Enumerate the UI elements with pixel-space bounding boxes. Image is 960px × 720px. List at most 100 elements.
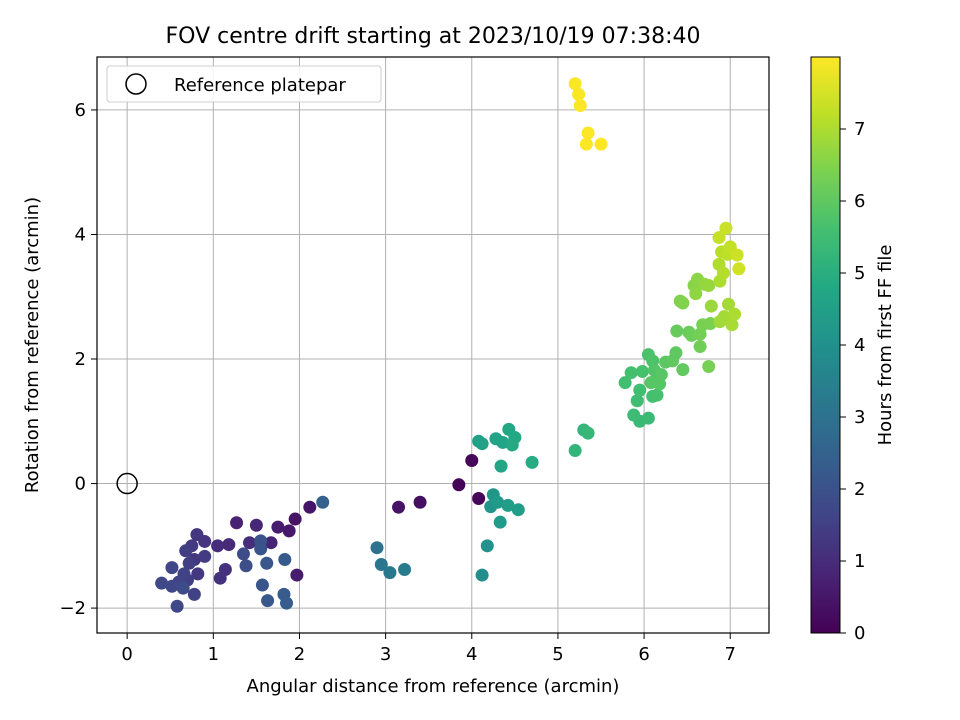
scatter-point <box>627 408 641 422</box>
scatter-point <box>635 364 649 378</box>
scatter-point <box>732 262 746 276</box>
reference-platepar-marker <box>116 472 138 495</box>
scatter-point <box>725 318 739 332</box>
colorbar-tick-label: 4 <box>854 335 865 356</box>
scatter-point <box>654 368 668 382</box>
scatter-point <box>641 411 655 425</box>
scatter-point <box>505 438 519 452</box>
scatter-point <box>594 137 608 151</box>
scatter-point <box>525 455 539 469</box>
scatter-point <box>230 516 244 530</box>
y-tick-label: 4 <box>75 224 86 245</box>
colorbar-tick-label: 5 <box>854 263 865 284</box>
scatter-point <box>676 296 690 310</box>
scatter-point <box>260 556 274 570</box>
scatter-point <box>176 581 190 595</box>
scatter-point <box>689 287 703 301</box>
x-axis-label: Angular distance from reference (arcmin) <box>247 676 620 697</box>
scatter-point <box>475 568 489 582</box>
x-axis-ticks: 0 1 2 3 4 5 6 7 <box>121 633 736 665</box>
scatter-point <box>280 596 294 610</box>
scatter-point <box>494 459 508 473</box>
colorbar-tick-label: 3 <box>854 407 865 428</box>
scatter-point <box>493 515 507 529</box>
legend-open-circle-icon <box>125 73 147 95</box>
scatter-point <box>190 528 204 542</box>
scatter-point <box>730 248 744 262</box>
scatter-point <box>581 126 595 140</box>
scatter-point <box>716 266 730 280</box>
legend: Reference platepar <box>106 65 382 103</box>
scatter-point <box>581 426 595 440</box>
y-tick-label: 2 <box>75 349 86 370</box>
scatter-point <box>222 538 236 552</box>
scatter-point <box>236 547 250 561</box>
scatter-point <box>480 539 494 553</box>
scatter-point <box>249 518 263 532</box>
legend-box <box>106 65 382 103</box>
scatter-point <box>644 376 658 390</box>
gridlines <box>97 57 769 633</box>
scatter-point <box>187 587 201 601</box>
scatter-point <box>465 454 479 468</box>
scatter-point <box>182 556 196 570</box>
x-tick-label: 5 <box>552 644 563 665</box>
x-tick-label: 6 <box>638 644 649 665</box>
scatter-point <box>579 137 593 151</box>
scatter-point <box>170 599 184 613</box>
scatter-point <box>650 388 664 402</box>
scatter-point <box>511 503 525 517</box>
scatter-point <box>670 324 684 338</box>
plot-frame <box>96 56 770 634</box>
y-tick-label: 6 <box>75 100 86 121</box>
scatter-point <box>676 363 690 377</box>
scatter-point <box>702 279 716 293</box>
scatter-point <box>472 491 486 505</box>
scatter-point <box>717 310 731 324</box>
scatter-point <box>413 495 427 509</box>
colorbar-label: Hours from first FF file <box>875 245 896 446</box>
scatter-point <box>264 536 278 550</box>
scatter-point <box>370 541 384 555</box>
scatter-point <box>728 307 742 321</box>
y-tick-label: 0 <box>75 474 86 495</box>
y-axis-label: Rotation from reference (arcmin) <box>22 197 43 493</box>
scatter-point <box>213 571 227 585</box>
x-tick-label: 7 <box>725 644 736 665</box>
scatter-point <box>211 539 225 553</box>
x-tick-label: 4 <box>466 644 477 665</box>
scatter-point <box>255 578 269 592</box>
scatter-point <box>624 366 638 380</box>
scatter-point <box>572 87 586 101</box>
x-tick-label: 2 <box>294 644 305 665</box>
x-tick-label: 1 <box>208 644 219 665</box>
scatter-point <box>242 536 256 550</box>
scatter-point <box>254 542 268 556</box>
scatter-point <box>452 478 466 492</box>
colorbar-tick-label: 2 <box>854 479 865 500</box>
scatter-point <box>179 544 193 558</box>
scatter-point <box>573 99 587 113</box>
scatter-point <box>475 437 489 451</box>
scatter-point <box>568 77 582 91</box>
scatter-points <box>155 77 746 613</box>
colorbar <box>811 57 840 633</box>
scatter-point <box>630 394 644 408</box>
scatter-point <box>198 549 212 563</box>
scatter-point <box>165 579 179 593</box>
colorbar-tick-label: 7 <box>854 119 865 140</box>
scatter-point <box>239 559 253 573</box>
colorbar-tick-label: 0 <box>854 623 865 644</box>
scatter-point <box>155 576 169 590</box>
scatter-point <box>722 297 736 311</box>
scatter-point <box>633 383 647 397</box>
scatter-point <box>374 558 388 572</box>
scatter-point <box>618 376 632 390</box>
scatter-point <box>288 512 302 526</box>
scatter-point <box>303 500 317 514</box>
scatter-point <box>383 566 397 580</box>
colorbar-tick-label: 6 <box>854 191 865 212</box>
scatter-point <box>719 221 733 235</box>
scatter-point <box>568 444 582 458</box>
